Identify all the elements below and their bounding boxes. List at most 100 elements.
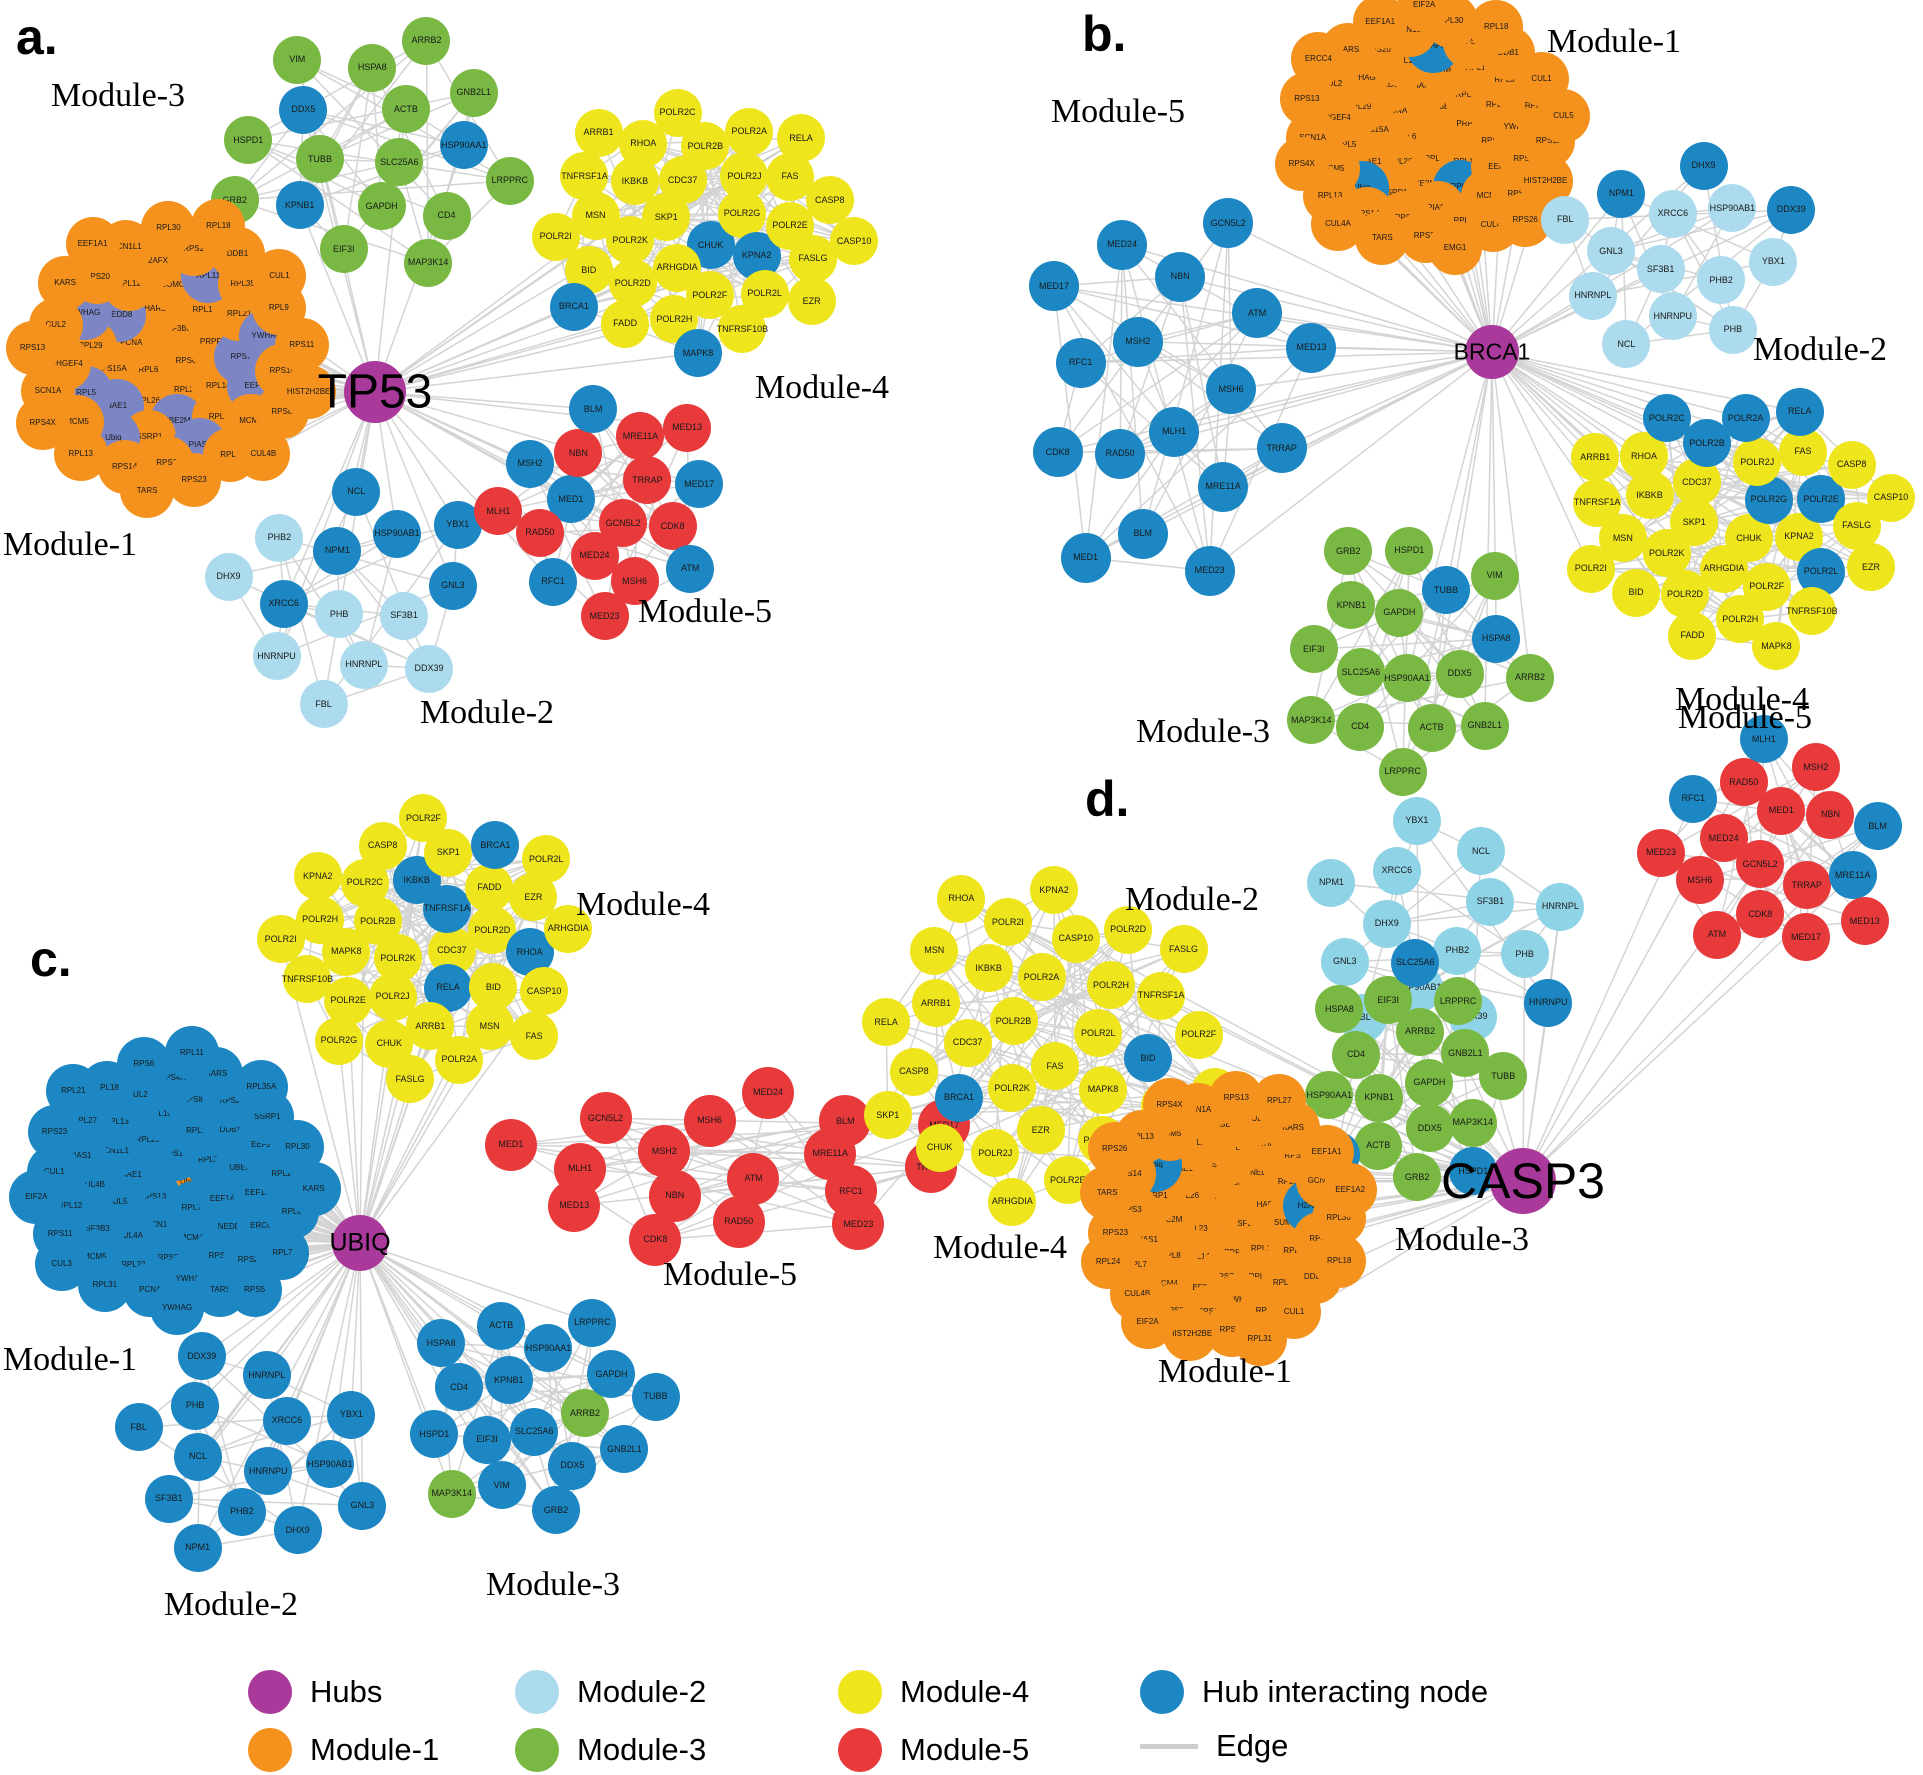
node-label: LRPPRC [1384,766,1421,777]
node-label: HARS [205,1069,228,1079]
node-rpl31: RPL31 [1232,1312,1287,1367]
node-label: PCNA [120,338,143,348]
node-label: RPL13 [68,448,93,458]
node-label: EIF2A [25,1192,48,1202]
node-nbn: NBN [1155,251,1206,302]
node-msh6: MSH6 [1206,364,1257,415]
node-label: DHX9 [1374,918,1399,929]
node-label: SF3B3 [85,1223,110,1233]
node-label: RPS11 [1219,1324,1245,1334]
node-arrb1: ARRB1 [1571,433,1620,482]
node-trrap: TRRAP [1256,423,1307,474]
node-label: PHB [1515,948,1534,959]
module-label-c-module-1: Module-1 [2,1341,138,1378]
node-label: MED17 [1039,280,1070,291]
node-label: POLR2F [1749,581,1785,592]
node-hspd1: HSPD1 [1385,526,1434,575]
node-ddx5: DDX5 [1435,649,1484,698]
node-label: MED1 [1768,805,1794,816]
node-label: MCM4 [1476,191,1501,201]
node-label: EEF2 [1488,162,1509,172]
node-polr2a: POLR2A [1721,394,1770,443]
node-gnb2l1: GNB2L1 [600,1425,649,1474]
node-polr2l: POLR2L [1074,1009,1123,1057]
node-med17: MED17 [1029,261,1080,312]
node-label: POLR2L [747,288,782,299]
node-label: RPL24 [1095,1257,1121,1267]
node-label: KARS [54,277,76,287]
legend-item-module-5: Module-5 [838,1728,1029,1772]
node-label: MLH1 [1162,426,1187,437]
node-slc25a6: SLC25A6 [1391,938,1440,987]
node-label: GCN1L1 [1394,24,1426,34]
node-med17: MED17 [675,460,724,509]
node-slc25a6: SLC25A6 [510,1407,559,1456]
node-label: RPL21 [227,309,252,319]
node-hnrnpl: HNRNPL [1568,271,1617,320]
legend-swatch-module4 [838,1670,882,1714]
module-label-c-module-5: Module-5 [662,1256,798,1293]
node-fbl: FBL [114,1403,163,1452]
node-atm: ATM [666,544,715,593]
node-hspa8: HSPA8 [1472,614,1521,663]
node-label: PHB [185,1400,205,1411]
node-med1: MED1 [484,1118,537,1171]
node-label: MLH1 [567,1163,592,1174]
node-label: GNB2L1 [607,1443,642,1454]
node-hspa8: HSPA8 [348,43,397,92]
node-label: GCN5L2 [605,517,641,528]
node-rad50: RAD50 [515,508,564,557]
node-casp8: CASP8 [889,1047,938,1096]
node-label: CASP8 [899,1066,929,1077]
node-label: RPS26 [1102,1144,1128,1154]
node-dhx9: DHX9 [204,552,253,601]
node-label: RHOA [630,138,657,149]
node-label: HIST2H2BE [1168,1329,1213,1339]
node-label: TRRAP [632,474,663,485]
node-label: GAPDH [1383,607,1416,618]
node-hspa8: HSPA8 [1315,985,1364,1034]
node-label: DDX39 [1776,204,1806,215]
node-msh2: MSH2 [638,1125,691,1178]
hub-ubiq [332,1215,388,1271]
node-casp8: CASP8 [358,821,407,870]
node-mre11a: MRE11A [1828,851,1877,900]
node-label: MED1 [1073,552,1099,563]
node-label: GNL3 [1333,956,1357,967]
node-label: ARRB2 [1405,1026,1436,1037]
node-label: GCN5L2 [587,1112,623,1123]
node-casp10: CASP10 [830,217,879,265]
hub-label-brca1: BRCA1 [1453,338,1531,365]
node-label: HSP90AB1 [1396,982,1442,993]
node-label: TNFRSF10B [716,323,769,334]
node-gapdh: GAPDH [1375,588,1424,637]
node-med24: MED24 [741,1066,794,1119]
node-tnfrsf10b: TNFRSF10B [282,955,333,1004]
node-label: CDK8 [1045,446,1070,457]
node-label: ARHGEF4 [1202,1119,1241,1129]
node-gnb2l1: GNB2L1 [1460,701,1509,750]
node-label: CDK8 [660,520,685,531]
node-label: PCNA [139,1284,162,1294]
node-label: KPNA2 [1039,884,1069,895]
node-arhgdia: ARHGDIA [544,904,593,953]
node-med13: MED13 [548,1179,601,1232]
node-label: PHB2 [230,1506,254,1517]
node-label: PIAS1 [68,1150,92,1160]
node-label: GNB2L1 [1467,720,1503,731]
node-label: H2AFX [1420,40,1447,50]
node-label: FBL [130,1421,147,1432]
node-label: MSH2 [1803,761,1829,772]
node-label: RPL5 [76,387,97,397]
node-label: CDC37 [952,1037,983,1048]
node-label: RPL24 [198,1154,223,1164]
node-arhgdia: ARHGDIA [988,1177,1037,1226]
node-polr2d: POLR2D [1661,570,1710,619]
node-label: RPS23 [1413,231,1440,241]
hub-tp53 [344,361,406,423]
node-label: RPL13 [1317,190,1343,200]
node-dhx9: DHX9 [273,1506,322,1555]
node-label: XRCC6 [268,598,299,609]
node-label: PHB2 [1445,945,1470,956]
